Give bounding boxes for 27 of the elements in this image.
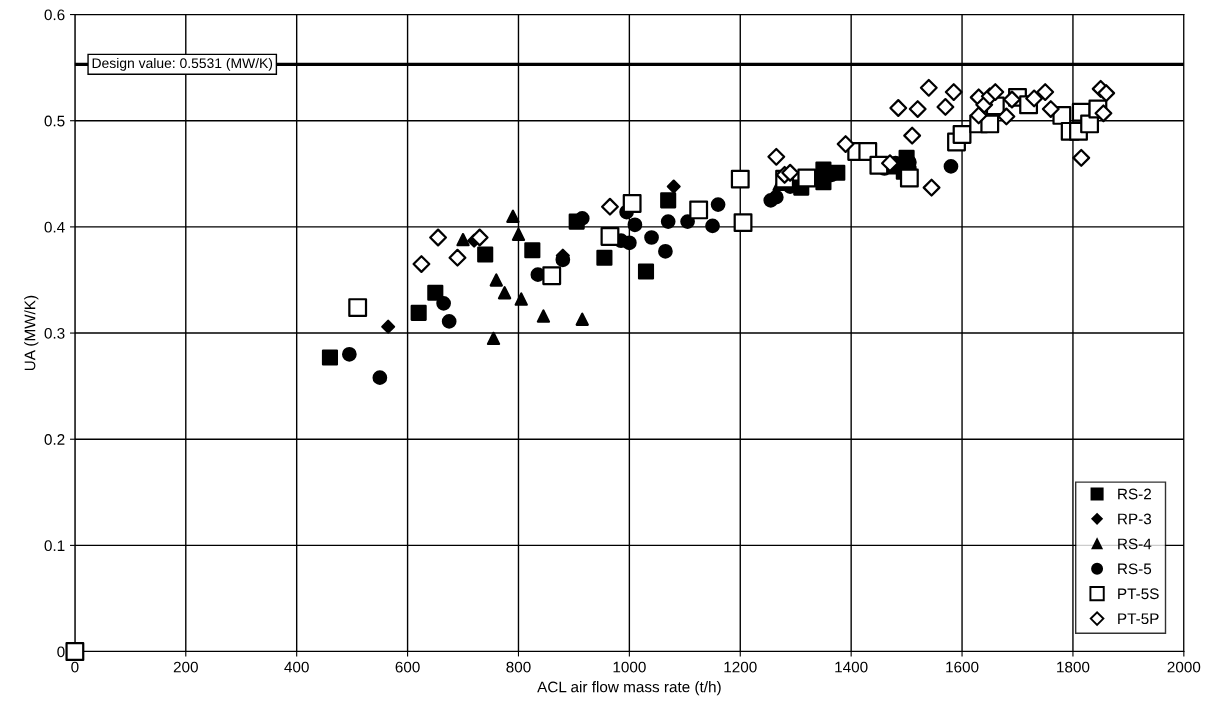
y-axis-title: UA (MW/K) [24, 295, 39, 371]
x-tick-label: 800 [506, 661, 531, 673]
x-tick-label: 1600 [946, 661, 979, 673]
y-tick-label: 0.2 [44, 434, 65, 445]
legend-label: PT-5S [1118, 588, 1159, 600]
legend-label: RS-4 [1118, 538, 1152, 550]
y-tick-label: 0.3 [44, 327, 65, 339]
y-tick-label: 0.4 [44, 221, 65, 233]
x-tick-label: 1800 [1057, 661, 1090, 673]
x-tick-label: 0 [71, 661, 79, 673]
y-tick-label: 0.1 [44, 540, 65, 552]
x-tick-label: 400 [284, 661, 309, 673]
legend-label: RS-5 [1118, 563, 1152, 575]
x-tick-label: 200 [173, 661, 198, 673]
y-tick-label: 0.5 [44, 115, 65, 127]
x-tick-label: 1400 [835, 661, 868, 673]
ref-line-label: Design value: 0.5531 (MW/K) [92, 57, 273, 71]
legend-label: RS-2 [1118, 488, 1151, 500]
x-tick-label: 1200 [724, 661, 757, 673]
x-tick-label: 2000 [1167, 661, 1201, 673]
x-axis-title: ACL air flow mass rate (t/h) [537, 681, 721, 696]
x-tick-label: 1000 [613, 661, 646, 673]
x-tick-label: 600 [395, 661, 420, 673]
y-tick-label: 0.6 [44, 9, 65, 21]
y-tick-label: 0 [57, 646, 65, 658]
legend-label: RP-3 [1118, 513, 1152, 525]
legend-label: PT-5P [1118, 613, 1159, 625]
